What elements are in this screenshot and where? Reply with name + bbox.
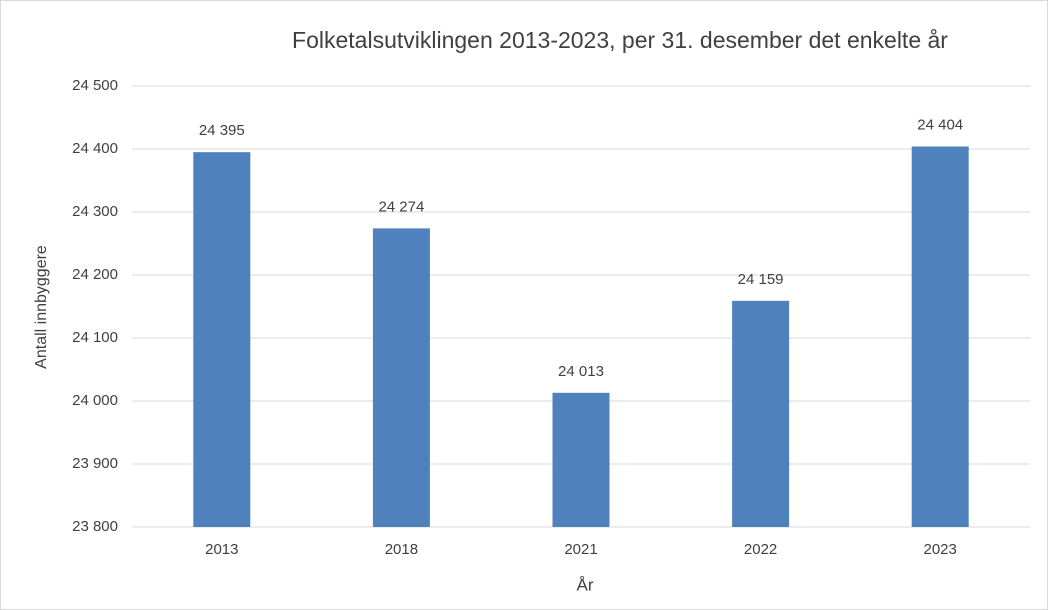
y-tick-label: 24 200 [72, 266, 118, 283]
y-tick-label: 24 400 [72, 140, 118, 157]
data-label: 24 395 [199, 122, 245, 139]
x-tick-label: 2022 [744, 541, 777, 558]
data-label: 24 404 [917, 116, 963, 133]
bar [552, 392, 610, 527]
y-tick-label: 23 800 [72, 518, 118, 535]
bar [911, 146, 969, 528]
bar [732, 300, 790, 527]
data-label: 24 159 [738, 271, 784, 288]
y-tick-label: 24 300 [72, 203, 118, 220]
bar [193, 152, 251, 527]
x-tick-label: 2021 [564, 541, 597, 558]
y-tick-label: 24 000 [72, 392, 118, 409]
y-tick-label: 24 500 [72, 77, 118, 94]
data-label: 24 013 [558, 363, 604, 380]
x-axis-label: År [577, 575, 594, 594]
y-tick-label: 24 100 [72, 329, 118, 346]
x-tick-label: 2013 [205, 541, 238, 558]
chart-title: Folketalsutviklingen 2013-2023, per 31. … [292, 27, 948, 53]
y-tick-label: 23 900 [72, 455, 118, 472]
y-axis-label: Antall innbyggere [33, 245, 50, 369]
x-tick-label: 2018 [385, 541, 418, 558]
bar [372, 228, 430, 527]
x-tick-label: 2023 [924, 541, 957, 558]
data-label: 24 274 [378, 198, 424, 215]
